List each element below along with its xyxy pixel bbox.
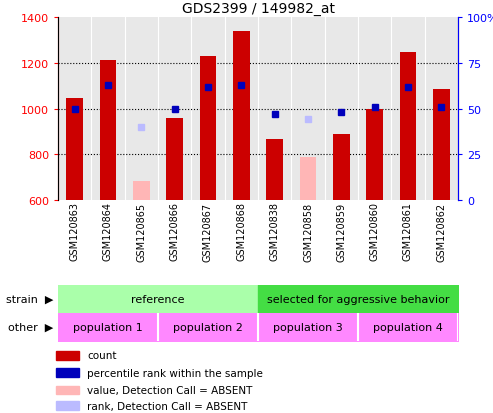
Bar [56, 351, 79, 360]
Text: percentile rank within the sample: percentile rank within the sample [87, 368, 263, 378]
Bar [400, 53, 416, 201]
Bar [58, 18, 91, 201]
Text: rank, Detection Call = ABSENT: rank, Detection Call = ABSENT [87, 401, 247, 411]
Text: strain  ▶: strain ▶ [6, 294, 53, 304]
Bar [56, 368, 79, 377]
Bar [200, 57, 216, 201]
Text: population 1: population 1 [73, 322, 143, 332]
Text: count: count [87, 351, 116, 361]
Bar [133, 181, 150, 201]
Bar [233, 32, 249, 201]
Bar [191, 18, 225, 201]
Bar [424, 18, 458, 201]
Title: GDS2399 / 149982_at: GDS2399 / 149982_at [181, 2, 334, 16]
Text: value, Detection Call = ABSENT: value, Detection Call = ABSENT [87, 385, 252, 395]
Text: population 2: population 2 [173, 322, 243, 332]
Bar [358, 18, 391, 201]
Bar [56, 401, 79, 410]
Bar [166, 119, 183, 201]
Bar [266, 140, 283, 201]
Text: reference: reference [131, 294, 185, 304]
Bar [225, 18, 258, 201]
Bar [56, 386, 79, 394]
Bar [300, 157, 317, 201]
Bar [333, 134, 350, 201]
Text: selected for aggressive behavior: selected for aggressive behavior [267, 294, 449, 304]
Bar [91, 18, 125, 201]
Bar [100, 61, 116, 201]
Bar [325, 18, 358, 201]
Bar [433, 90, 450, 201]
Bar [366, 109, 383, 201]
Bar [291, 18, 325, 201]
Bar [67, 99, 83, 201]
Text: population 4: population 4 [373, 322, 443, 332]
Bar [125, 18, 158, 201]
Text: other  ▶: other ▶ [8, 322, 53, 332]
Text: population 3: population 3 [273, 322, 343, 332]
Bar [158, 18, 191, 201]
Bar [258, 18, 291, 201]
Bar [391, 18, 424, 201]
